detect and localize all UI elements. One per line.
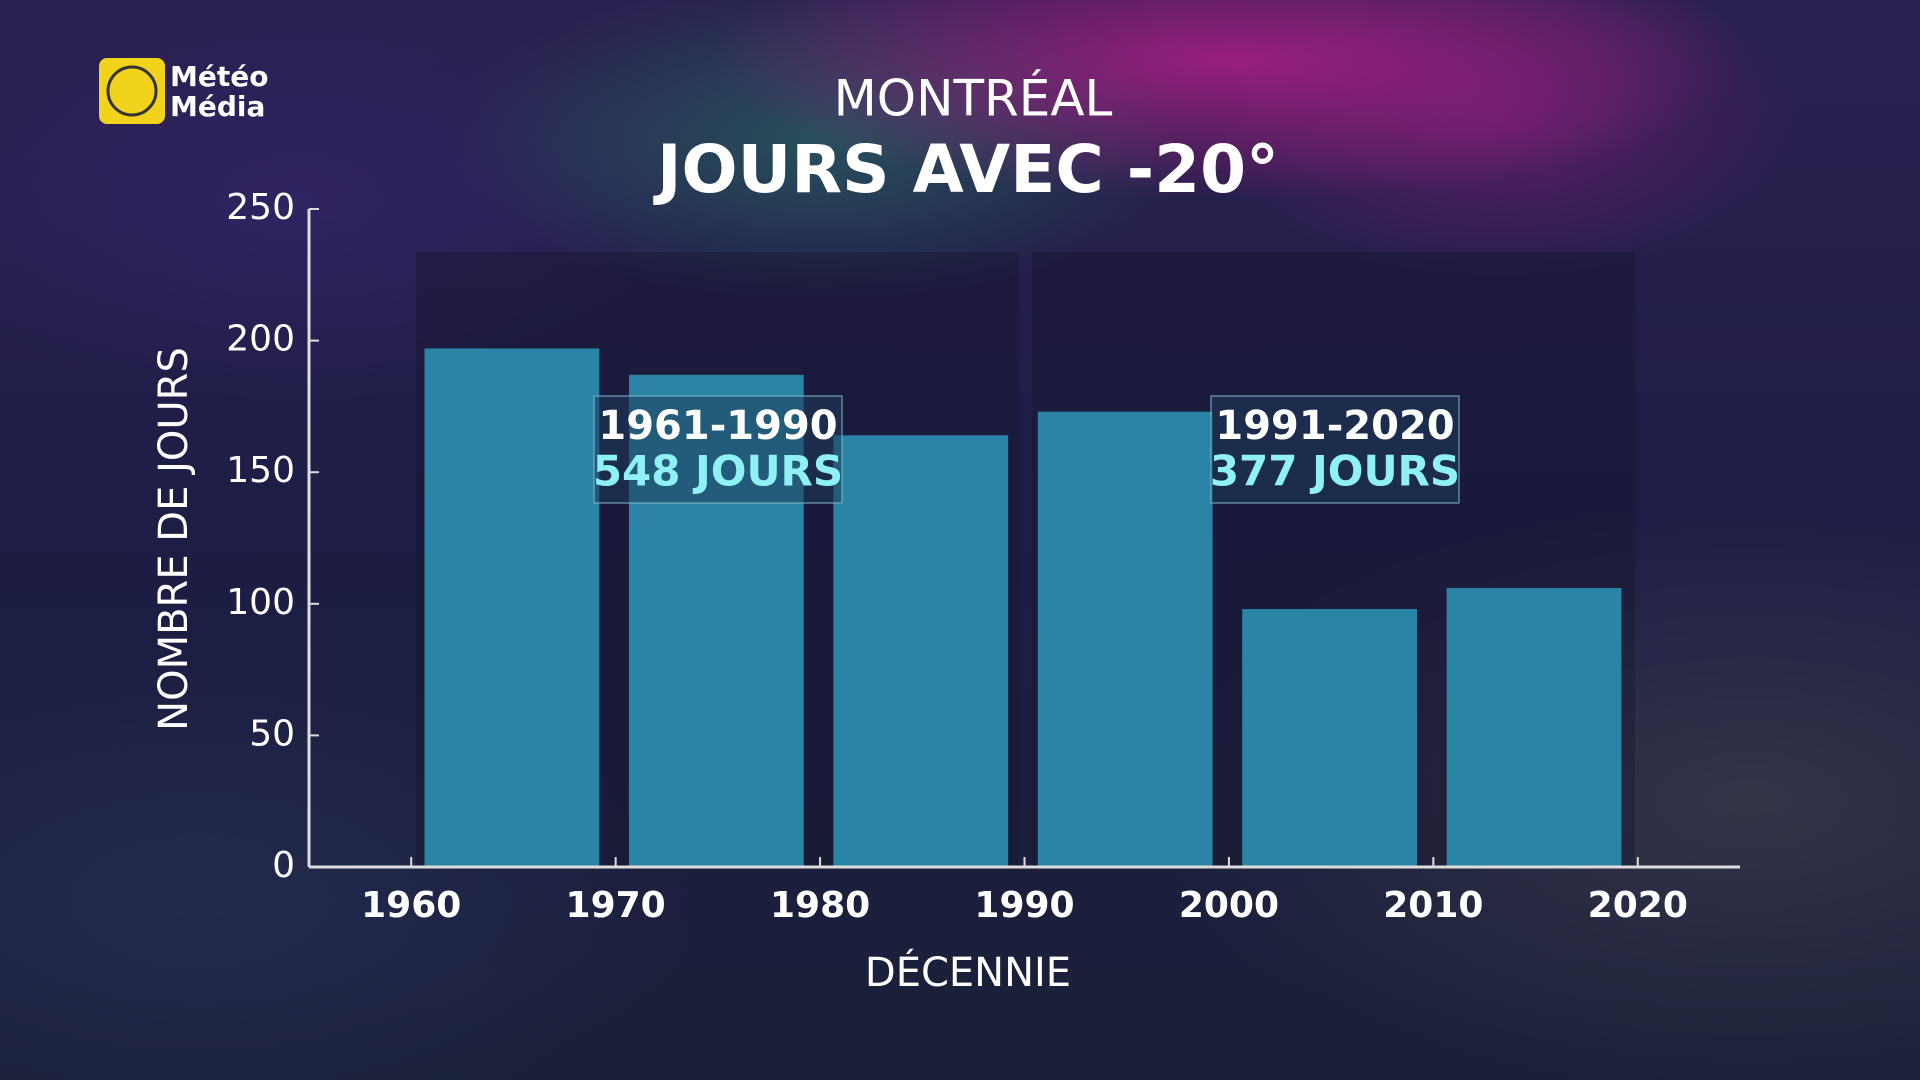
annotation-label: 1961-1990: [598, 403, 837, 449]
y-tick-label: 150: [226, 450, 295, 491]
chart-title: MONTRÉAL: [834, 69, 1113, 128]
annotation-value: 548 JOURS: [593, 447, 843, 496]
y-tick-label: 200: [226, 319, 295, 360]
x-tick-label: 1970: [566, 885, 666, 926]
logo-text: Météo: [170, 60, 268, 93]
y-axis-label: NOMBRE DE JOURS: [151, 347, 197, 731]
x-tick-label: 2000: [1179, 885, 1279, 926]
y-tick-label: 250: [226, 187, 295, 228]
y-tick-label: 50: [249, 713, 295, 754]
x-tick-label: 1960: [361, 885, 461, 926]
x-tick-label: 1980: [770, 885, 870, 926]
bar: [424, 348, 600, 868]
annotation-box: [1210, 395, 1460, 504]
logo-globe: [106, 65, 158, 117]
x-tick-label: 2020: [1588, 885, 1688, 926]
bar: [1446, 588, 1622, 867]
y-tick-label: 100: [226, 582, 295, 623]
logo-text: Média: [170, 90, 265, 123]
bar: [1037, 411, 1213, 867]
x-axis-label: DÉCENNIE: [865, 948, 1071, 996]
chart-subtitle: JOURS AVEC -20°: [653, 131, 1279, 208]
annotation-value: 377 JOURS: [1210, 447, 1460, 496]
x-tick-label: 2010: [1383, 885, 1483, 926]
x-tick-label: 1990: [974, 885, 1074, 926]
bar: [833, 435, 1009, 867]
annotation-box: [593, 395, 843, 504]
y-tick-label: 0: [272, 845, 295, 886]
bar: [1242, 609, 1418, 867]
annotation-label: 1991-2020: [1215, 403, 1454, 449]
